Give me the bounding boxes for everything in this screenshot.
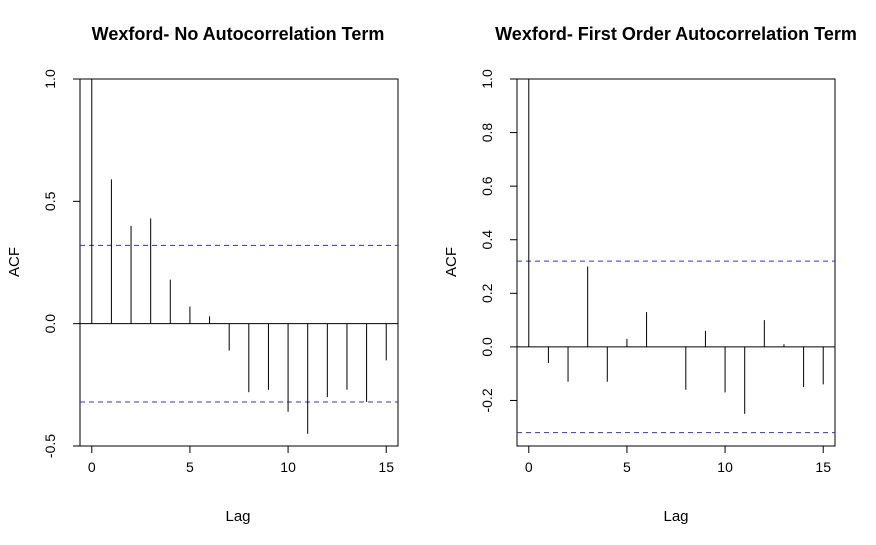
x-tick-label: 5 bbox=[186, 459, 194, 475]
y-tick-label: 0.0 bbox=[479, 337, 495, 357]
x-tick-label: 10 bbox=[280, 459, 296, 475]
y-tick-label: 0.4 bbox=[479, 230, 495, 250]
y-tick-label: 0.8 bbox=[479, 123, 495, 143]
y-tick-label: 0.2 bbox=[479, 283, 495, 303]
y-tick-label: 1.0 bbox=[42, 69, 58, 89]
x-tick-label: 15 bbox=[815, 459, 831, 475]
acf-panel-first-order: Wexford- First Order Autocorrelation Ter… bbox=[443, 24, 857, 525]
acf-stems bbox=[528, 79, 824, 414]
y-axis-label: ACF bbox=[6, 247, 23, 277]
x-tick-label: 5 bbox=[623, 459, 631, 475]
y-tick-label: -0.5 bbox=[42, 434, 58, 458]
chart-title: Wexford- No Autocorrelation Term bbox=[92, 24, 385, 44]
acf-panel-no-autocorrelation: Wexford- No Autocorrelation Term Lag ACF… bbox=[6, 24, 399, 525]
x-tick-label: 0 bbox=[525, 459, 533, 475]
x-tick-label: 15 bbox=[378, 459, 394, 475]
axis-ticks: 0 5 10 15 -0.5 0.0 0.5 1.0 bbox=[42, 69, 394, 475]
y-axis-label: ACF bbox=[443, 247, 460, 277]
x-tick-label: 0 bbox=[88, 459, 96, 475]
y-tick-label: -0.2 bbox=[479, 388, 495, 412]
confidence-bounds bbox=[80, 244, 398, 403]
y-tick-label: 0.5 bbox=[42, 191, 58, 211]
y-tick-label: 0.6 bbox=[479, 176, 495, 196]
x-tick-label: 10 bbox=[717, 459, 733, 475]
plot-frame bbox=[516, 78, 836, 447]
acf-stems bbox=[91, 79, 387, 434]
axis-ticks: 0 5 10 15 -0.2 0.0 0.2 0.4 0.6 0.8 1.0 bbox=[479, 69, 831, 475]
y-tick-label: 0.0 bbox=[42, 314, 58, 334]
plot-frame bbox=[79, 78, 399, 447]
confidence-bounds bbox=[517, 260, 835, 434]
chart-title: Wexford- First Order Autocorrelation Ter… bbox=[495, 24, 857, 44]
y-tick-label: 1.0 bbox=[479, 69, 495, 89]
x-axis-label: Lag bbox=[663, 508, 688, 525]
x-axis-label: Lag bbox=[225, 508, 250, 525]
